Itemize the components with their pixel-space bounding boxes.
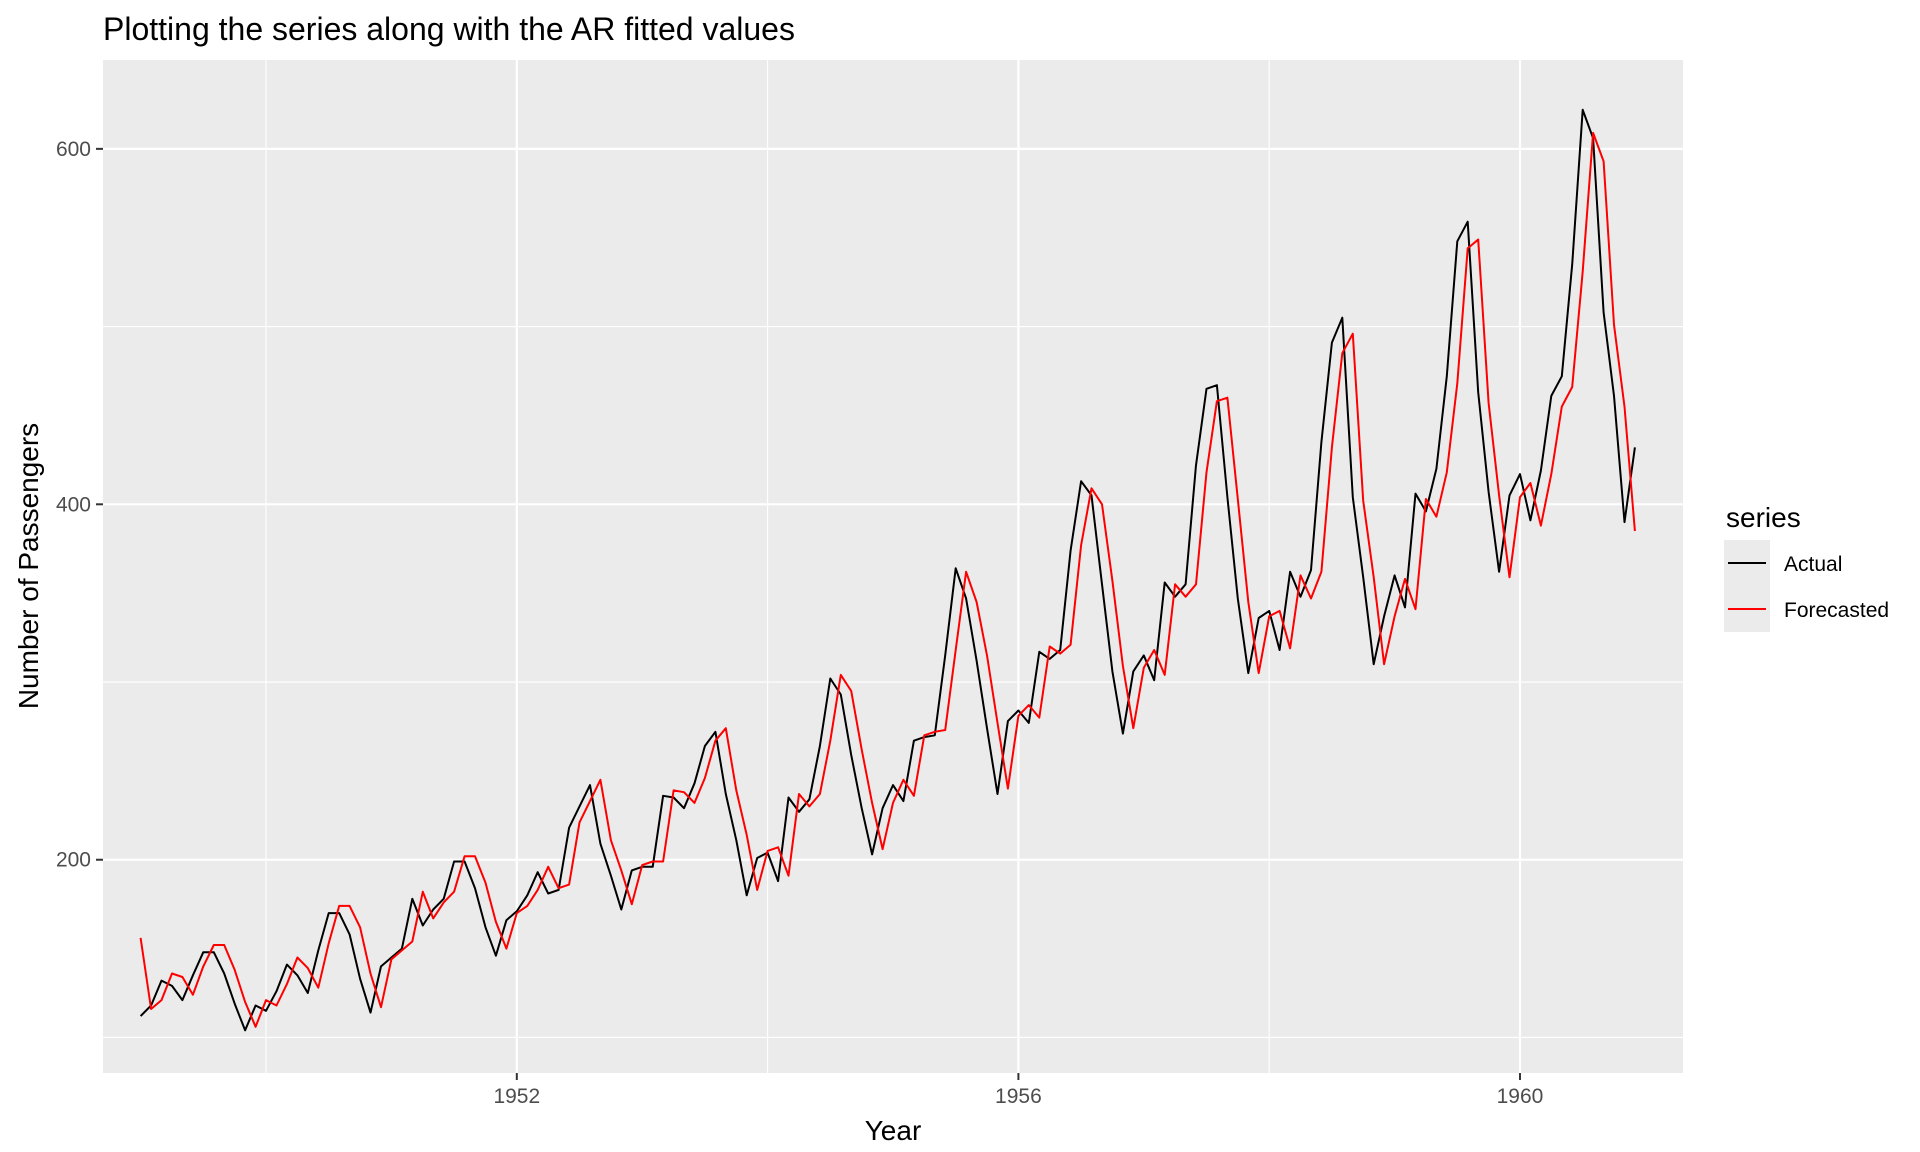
x-tick-label-0: 1952 (493, 1085, 540, 1108)
legend-title: series (1726, 502, 1801, 533)
legend-item-forecasted: Forecasted (1724, 586, 1889, 632)
legend-label: Forecasted (1784, 599, 1889, 622)
series-line-forecasted (139, 131, 1636, 1028)
y-axis-title: Number of Passengers (13, 423, 44, 709)
plot-panel (103, 60, 1683, 1073)
legend-label: Actual (1784, 553, 1842, 576)
grid-major (103, 60, 1683, 1073)
legend-items: Actual Forecasted (1724, 540, 1889, 632)
x-tick-label-2: 1960 (1497, 1085, 1544, 1108)
series-line-actual (139, 108, 1636, 1032)
legend: series Actual Forecasted (1724, 502, 1889, 632)
x-axis-title: Year (865, 1115, 922, 1146)
y-tick-label-0: 200 (56, 849, 91, 872)
y-tick-labels: 200 400 600 (56, 138, 91, 872)
x-tick-labels: 1952 1956 1960 (493, 1085, 1543, 1108)
series-layer (139, 108, 1636, 1032)
legend-item-actual: Actual (1724, 540, 1842, 586)
chart-title: Plotting the series along with the AR fi… (103, 11, 795, 47)
x-tick-label-1: 1956 (995, 1085, 1042, 1108)
grid-minor (103, 60, 1683, 1073)
axis-ticks (96, 147, 1521, 1080)
y-tick-label-2: 600 (56, 138, 91, 161)
y-tick-label-1: 400 (56, 493, 91, 516)
